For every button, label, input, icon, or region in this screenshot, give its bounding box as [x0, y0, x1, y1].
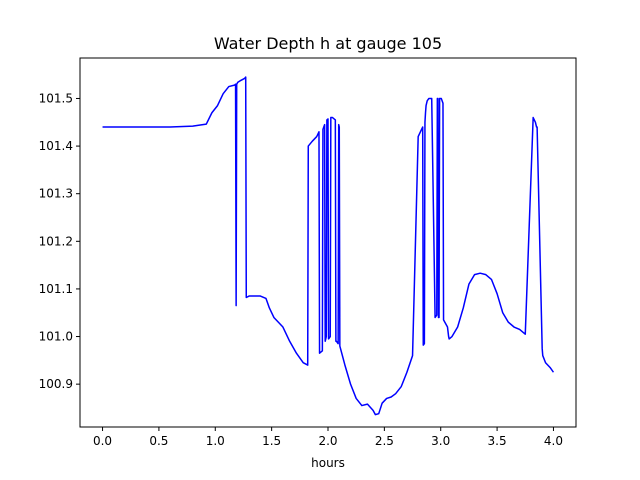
chart-title: Water Depth h at gauge 105	[214, 34, 442, 53]
x-tick-label: 3.0	[431, 434, 450, 448]
y-axis-ticks: 100.9 101.0 101.1 101.2 101.3 101.4 101.5	[39, 91, 80, 391]
y-tick-label: 101.1	[39, 282, 73, 296]
x-axis-label: hours	[311, 456, 345, 470]
y-tick-label: 101.2	[39, 234, 73, 248]
x-tick-label: 3.5	[488, 434, 507, 448]
y-tick-label: 101.3	[39, 187, 73, 201]
x-tick-label: 1.0	[206, 434, 225, 448]
x-tick-label: 2.5	[375, 434, 394, 448]
y-tick-label: 101.4	[39, 139, 73, 153]
x-tick-label: 0.5	[149, 434, 168, 448]
x-tick-label: 4.0	[544, 434, 563, 448]
y-tick-label: 101.5	[39, 91, 73, 105]
x-tick-label: 2.0	[318, 434, 337, 448]
series-line-0	[102, 76, 555, 416]
y-tick-label: 100.9	[39, 377, 73, 391]
x-tick-label: 0.0	[93, 434, 112, 448]
x-tick-label: 1.5	[262, 434, 281, 448]
y-tick-label: 101.0	[39, 330, 73, 344]
x-axis-ticks: 0.0 0.5 1.0 1.5 2.0 2.5 3.0 3.5 4.0	[93, 427, 563, 448]
